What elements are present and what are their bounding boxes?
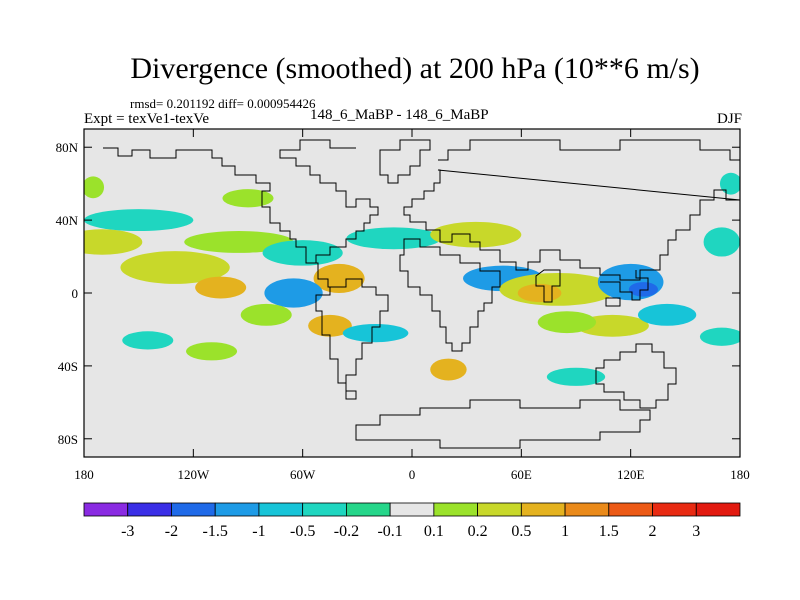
coastline-layer	[103, 139, 740, 449]
colorbar-box-12	[608, 502, 653, 517]
colorbar-label-2: -1.5	[203, 523, 228, 540]
subtitle: 148_6_MaBP - 148_6_MaBP	[310, 107, 489, 123]
experiment-label: Expt = texVe1-texVe	[84, 111, 210, 127]
anomaly-blob-19	[537, 311, 597, 334]
coast-india	[535, 269, 561, 303]
y-tick-label-3: 40S	[58, 359, 78, 374]
colorbar-box-1	[127, 502, 172, 517]
anomaly-blob-9	[240, 303, 292, 326]
anomaly-blob-25	[122, 331, 174, 350]
colorbar-box-10	[520, 502, 566, 517]
anomaly-blob-15	[517, 283, 562, 303]
x-tick-label-1: 120W	[177, 467, 210, 482]
colorbar-box-13	[652, 502, 697, 517]
colorbar-label-3: -1	[252, 523, 265, 540]
anomaly-blob-27	[703, 227, 740, 257]
contour-fill-layer	[84, 172, 740, 386]
anomaly-blob-23	[546, 367, 606, 386]
colorbar-box-2	[171, 502, 216, 517]
x-tick-label-5: 120E	[617, 467, 645, 482]
anomaly-blob-4	[184, 231, 294, 253]
anomaly-blob-10	[342, 323, 409, 343]
coast-greenland	[379, 139, 431, 184]
season-label: DJF	[716, 111, 742, 127]
colorbar-label-7: 0.1	[424, 523, 444, 540]
coast-europe-asia	[403, 139, 740, 281]
colorbar-label-8: 0.2	[468, 523, 488, 540]
colorbar-box-8	[433, 502, 479, 517]
anomaly-blob-21	[699, 327, 740, 346]
x-tick-label-3: 0	[409, 467, 416, 482]
x-axis: 180 120W 60W 0 60E 120E 180	[74, 129, 750, 482]
stats-text: rmsd= 0.201192 diff= 0.000954426	[130, 96, 316, 111]
colorbar-box-7	[389, 502, 435, 517]
coast-south-america	[315, 278, 389, 400]
anomaly-blob-26	[222, 189, 274, 208]
colorbar-label-6: -0.1	[377, 523, 402, 540]
anomaly-blob-17	[628, 282, 659, 297]
x-tick-label-0: 180	[74, 467, 94, 482]
coast-australia	[595, 343, 677, 409]
colorbar-label-4: -0.5	[290, 523, 315, 540]
colorbar-box-3	[214, 502, 260, 517]
coast-africa	[399, 238, 501, 352]
x-tick-label-6: 180	[730, 467, 750, 482]
colorbar-label-13: 3	[692, 523, 700, 540]
anomaly-blob-11	[346, 227, 442, 250]
colorbar-label-1: -2	[165, 523, 178, 540]
x-tick-label-4: 60E	[511, 467, 532, 482]
anomaly-blob-3	[84, 209, 194, 232]
colorbar-label-5: -0.2	[334, 523, 359, 540]
y-tick-label-1: 40N	[56, 213, 79, 228]
colorbar-label-12: 2	[649, 523, 657, 540]
anomaly-blob-0	[84, 229, 143, 255]
anomaly-blob-7	[264, 278, 323, 308]
chart-title: Divergence (smoothed) at 200 hPa (10**6 …	[130, 52, 700, 85]
anomaly-blob-5	[262, 240, 343, 266]
anomaly-blob-6	[313, 263, 365, 293]
anomaly-blob-28	[84, 176, 105, 199]
colorbar-box-9	[477, 502, 522, 517]
anomaly-blob-12	[430, 221, 522, 248]
y-tick-label-4: 80S	[58, 432, 78, 447]
colorbar-label-0: -3	[121, 523, 134, 540]
y-axis: 80N 40N 0 40S 80S	[56, 140, 740, 447]
x-tick-label-2: 60W	[290, 467, 316, 482]
y-tick-label-2: 0	[72, 286, 79, 301]
colorbar-box-14	[695, 502, 741, 517]
colorbar-label-9: 0.5	[511, 523, 531, 540]
colorbar-box-11	[564, 502, 610, 517]
colorbar-label-11: 1.5	[599, 523, 619, 540]
anomaly-blob-22	[430, 358, 467, 381]
colorbar-box-5	[302, 502, 347, 517]
coast-north-america	[103, 139, 379, 264]
colorbar-label-10: 1	[561, 523, 569, 540]
coast-antarctica	[355, 399, 651, 449]
y-tick-label-0: 80N	[56, 140, 79, 155]
anomaly-blob-20	[637, 303, 697, 326]
colorbar: -3 -2 -1.5 -1 -0.5 -0.2 -0.1 0.1 0.2 0.5 1 1.5 2 3	[83, 502, 741, 540]
anomaly-blob-8	[308, 314, 352, 337]
colorbar-box-0	[83, 502, 129, 517]
anomaly-blob-2	[195, 276, 247, 299]
coast-se-asia	[600, 270, 649, 307]
anomaly-blob-1	[120, 251, 230, 284]
colorbar-box-4	[258, 502, 304, 517]
anomaly-blob-24	[186, 342, 238, 361]
colorbar-box-6	[345, 502, 391, 517]
anomaly-blob-29	[719, 172, 740, 195]
